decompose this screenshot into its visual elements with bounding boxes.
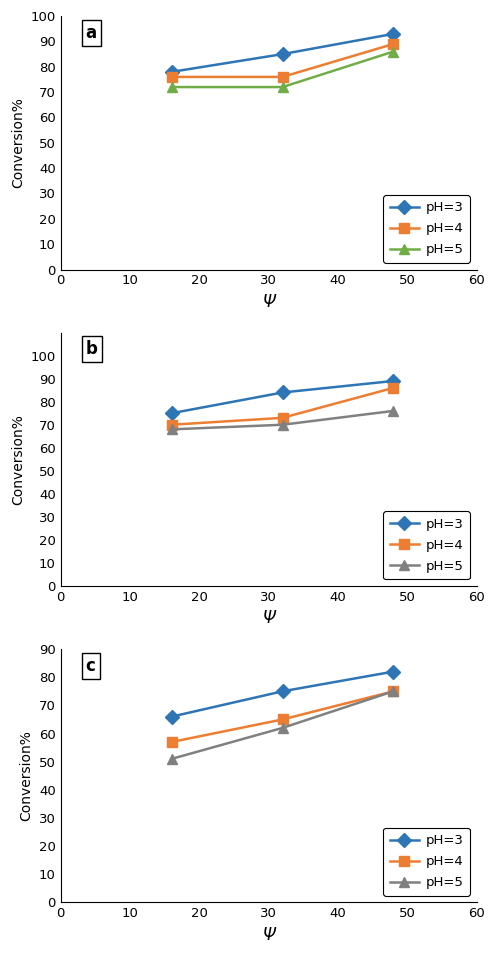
Legend: pH=3, pH=4, pH=5: pH=3, pH=4, pH=5 (383, 195, 470, 263)
Legend: pH=3, pH=4, pH=5: pH=3, pH=4, pH=5 (383, 828, 470, 896)
pH=4 (169, 72, 175, 83)
pH=4 (169, 736, 175, 748)
pH=4 (280, 713, 286, 725)
Text: a: a (86, 24, 97, 42)
pH=3 (390, 28, 396, 39)
pH=5 (280, 81, 286, 93)
Line: pH=5: pH=5 (167, 47, 398, 92)
Line: pH=5: pH=5 (167, 687, 398, 764)
pH=4 (390, 382, 396, 393)
pH=3 (390, 375, 396, 387)
pH=4 (280, 72, 286, 83)
pH=5 (390, 686, 396, 697)
Text: b: b (86, 340, 98, 358)
Y-axis label: Conversion%: Conversion% (19, 731, 34, 821)
pH=3 (280, 49, 286, 60)
Line: pH=4: pH=4 (167, 383, 398, 430)
pH=3 (390, 666, 396, 677)
pH=3 (169, 66, 175, 77)
pH=5 (280, 419, 286, 431)
Line: pH=4: pH=4 (167, 39, 398, 82)
pH=5 (169, 81, 175, 93)
pH=3 (280, 686, 286, 697)
Y-axis label: Conversion%: Conversion% (11, 97, 25, 188)
pH=3 (169, 711, 175, 722)
Line: pH=5: pH=5 (167, 406, 398, 435)
X-axis label: Ψ: Ψ (262, 926, 275, 944)
pH=4 (169, 419, 175, 431)
Y-axis label: Conversion%: Conversion% (11, 414, 25, 505)
pH=4 (390, 686, 396, 697)
pH=5 (169, 753, 175, 765)
Line: pH=3: pH=3 (167, 376, 398, 418)
pH=4 (280, 413, 286, 424)
X-axis label: Ψ: Ψ (262, 609, 275, 627)
X-axis label: Ψ: Ψ (262, 293, 275, 311)
Line: pH=3: pH=3 (167, 667, 398, 722)
pH=5 (169, 424, 175, 435)
Text: c: c (86, 657, 96, 674)
Line: pH=4: pH=4 (167, 687, 398, 747)
pH=5 (280, 722, 286, 733)
pH=3 (280, 387, 286, 398)
Line: pH=3: pH=3 (167, 29, 398, 76)
pH=3 (169, 408, 175, 419)
pH=5 (390, 405, 396, 416)
pH=4 (390, 38, 396, 50)
pH=5 (390, 46, 396, 57)
Legend: pH=3, pH=4, pH=5: pH=3, pH=4, pH=5 (383, 511, 470, 580)
